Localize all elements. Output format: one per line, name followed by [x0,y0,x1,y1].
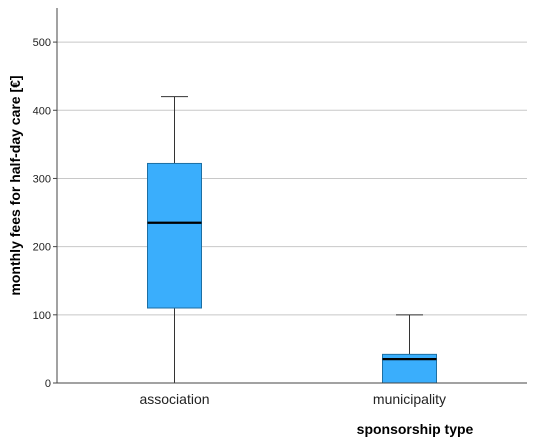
y-axis-ticks: 0 100 200 300 400 500 [33,37,57,390]
y-tick-label: 500 [33,37,51,49]
x-tick-label: municipality [373,391,446,407]
box-association [147,96,202,384]
box-municipality [382,314,437,384]
y-tick-label: 200 [33,242,51,254]
x-axis-title: sponsorship type [357,421,474,437]
gridlines [57,41,527,316]
y-axis-title: monthly fees for half-day care [€] [7,75,23,295]
y-tick-label: 0 [45,378,51,390]
x-axis-tick-labels: association municipality [139,391,446,407]
box-series [147,96,437,384]
y-tick-label: 400 [33,105,51,117]
y-tick-label: 300 [33,173,51,185]
x-tick-label: association [139,391,209,407]
y-tick-label: 100 [33,310,51,322]
box-iqr [147,162,202,309]
